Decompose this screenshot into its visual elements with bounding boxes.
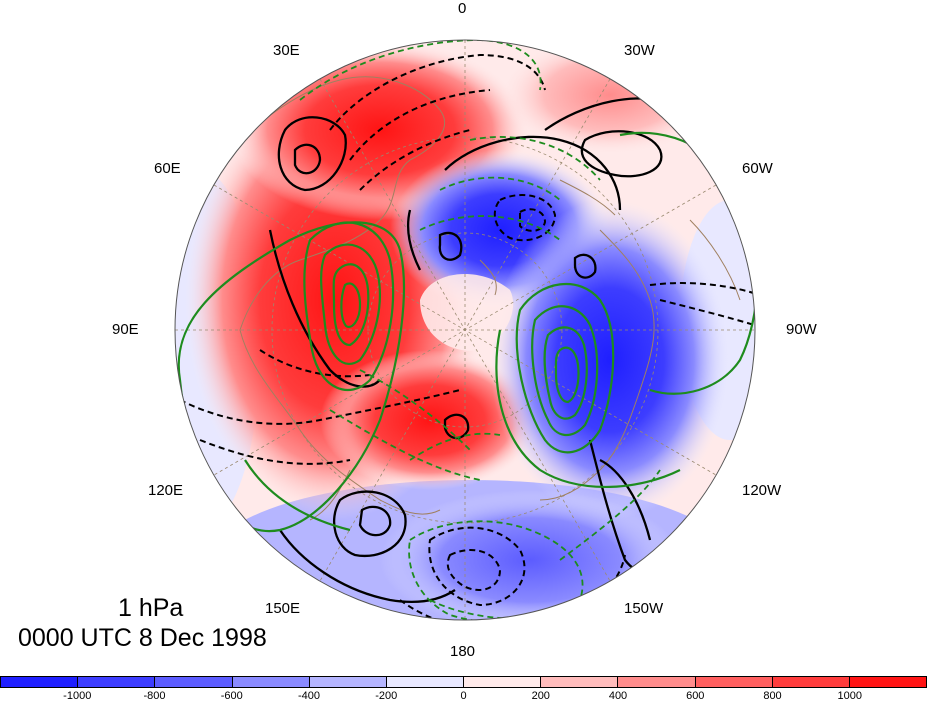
colorbar-cell [1,677,79,687]
colorbar-tick-label: 1000 [837,690,862,702]
colorbar-tick-label: -200 [375,690,398,702]
lon-label-120w: 120W [742,482,782,499]
shading-blue-east [490,200,730,520]
lon-label-30e: 30E [273,42,300,59]
colorbar-tick-label: 200 [531,690,550,702]
colorbar [0,676,927,688]
lon-label-90e: 90E [112,321,139,338]
colorbar-cell [541,677,619,687]
colorbar-tick-label: 600 [686,690,705,702]
black-dashed-contours [179,53,755,620]
colorbar-cell [232,677,310,687]
map-disk [175,40,755,620]
colorbar-tick-label: 800 [763,690,782,702]
lon-label-90w: 90W [786,321,817,338]
colorbar-cell [618,677,696,687]
lon-label-150w: 150W [624,600,664,617]
colorbar-tick-label: -600 [220,690,243,702]
lon-label-0: 0 [458,0,467,17]
colorbar-tick-label: -800 [143,690,166,702]
colorbar-tick-label: -1000 [63,690,92,702]
colorbar-cell [155,677,233,687]
colorbar-tick-label: 400 [608,690,628,702]
lon-label-60e: 60E [154,160,181,177]
lon-label-120e: 120E [148,482,184,499]
colorbar-cell [695,677,773,687]
lon-label-30w: 30W [624,42,655,59]
colorbar-cell [78,677,156,687]
lon-label-60w: 60W [742,160,773,177]
lon-label-150e: 150E [265,600,301,617]
coastlines [229,76,741,521]
time-label: 0000 UTC 8 Dec 1998 [18,624,267,652]
map-boundary [174,39,756,621]
colorbar-cell [309,677,387,687]
colorbar-cell [849,677,927,687]
colorbar-cell [772,677,850,687]
graticule [175,40,755,620]
colorbar-cell [464,677,542,687]
colorbar-tick-label: 0 [460,690,467,702]
colorbar-cell [386,677,465,687]
level-label: 1 hPa [118,594,184,622]
colorbar-tick-label: -400 [297,690,321,702]
lon-label-180: 180 [450,643,476,660]
